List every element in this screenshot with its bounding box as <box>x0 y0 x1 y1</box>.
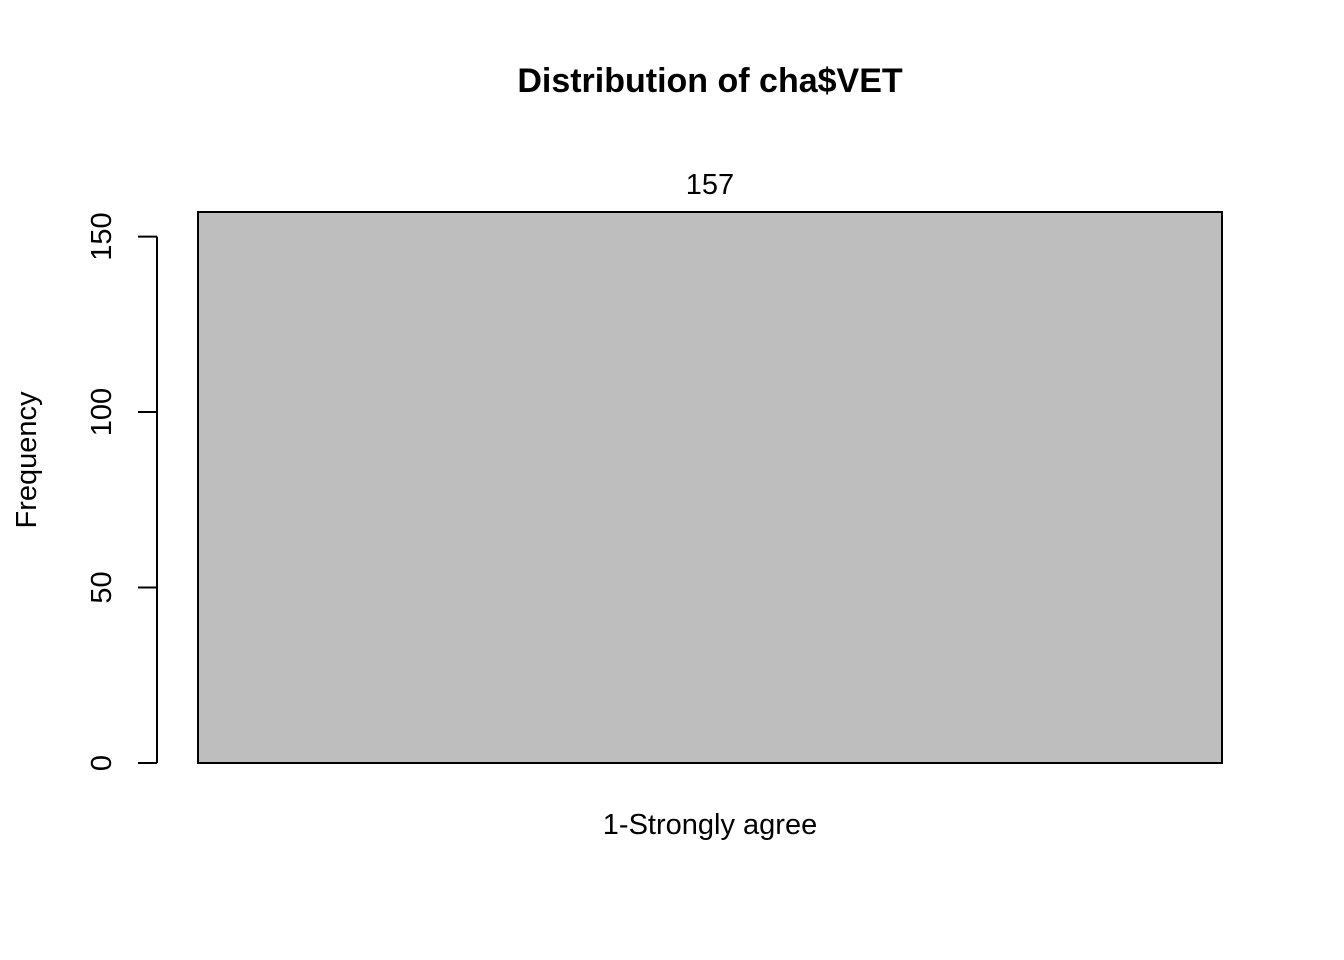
x-axis-category-labels: 1-Strongly agree <box>603 809 817 841</box>
y-tick-label: 150 <box>86 212 118 260</box>
y-axis-label: Frequency <box>11 391 43 529</box>
chart-title: Distribution of cha$VET <box>517 62 903 100</box>
y-tick-label: 0 <box>86 755 118 771</box>
bar-value-label: 157 <box>686 169 734 201</box>
x-category-label: 1-Strongly agree <box>603 809 817 841</box>
data-labels: 157 <box>686 169 734 201</box>
y-tick-label: 50 <box>86 571 118 603</box>
bars <box>197 211 1223 764</box>
y-tick-label: 100 <box>86 388 118 436</box>
bar <box>197 211 1223 764</box>
y-axis: 0 50 100 150 <box>86 212 158 771</box>
